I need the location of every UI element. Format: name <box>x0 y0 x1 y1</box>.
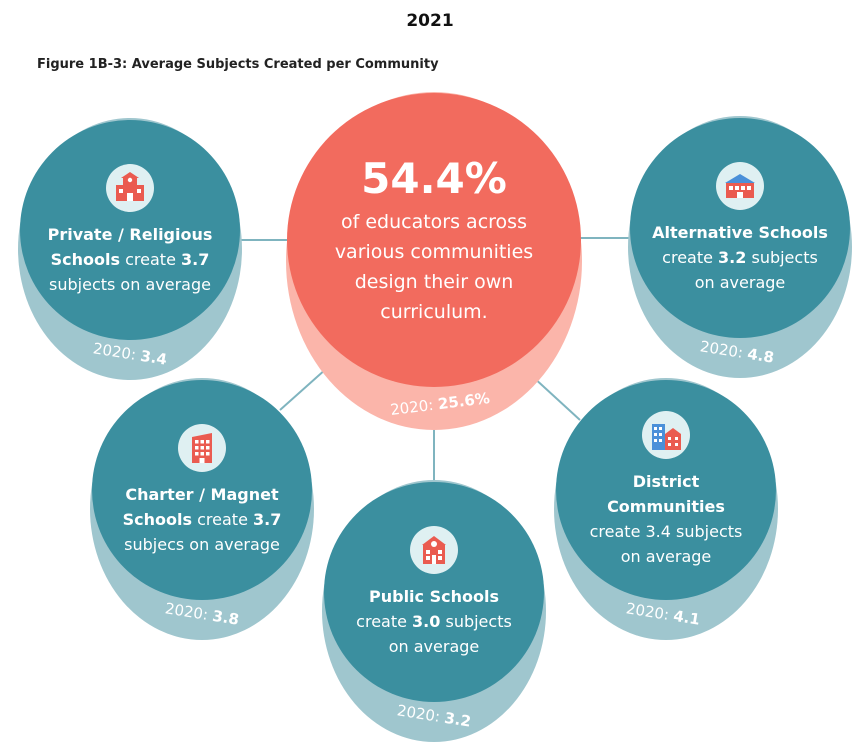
alternative-label: Alternative Schools create 3.2 subjects … <box>652 222 828 292</box>
charter-label: Charter / Magnet Schools create 3.7 subj… <box>122 484 282 554</box>
school-building-icon <box>106 163 154 212</box>
district-communities-node: District Communities create 3.4 subjects… <box>554 378 778 640</box>
apartment-building-icon <box>178 423 226 472</box>
alternative-disc: Alternative Schools create 3.2 subjects … <box>630 118 850 338</box>
city-buildings-icon <box>642 411 690 459</box>
center-node: 54.4% of educators across various commun… <box>286 92 582 430</box>
private-schools-node: Private / Religious Schools create 3.7 s… <box>18 118 242 380</box>
center-disc: 54.4% of educators across various commun… <box>287 93 581 387</box>
center-percentage: 54.4% <box>361 154 507 203</box>
charter-disc: Charter / Magnet Schools create 3.7 subj… <box>92 380 312 600</box>
year-heading: 2021 <box>406 11 454 31</box>
district-label: District Communities create 3.4 subjects… <box>589 472 743 566</box>
alternative-schools-node: Alternative Schools create 3.2 subjects … <box>628 116 852 378</box>
public-schools-node: Public Schools create 3.0 subjects on av… <box>322 480 546 742</box>
charter-schools-node: Charter / Magnet Schools create 3.7 subj… <box>90 378 314 640</box>
private-disc: Private / Religious Schools create 3.7 s… <box>20 120 240 340</box>
private-label: Private / Religious Schools create 3.7 s… <box>47 224 213 294</box>
center-description: of educators across various communities … <box>334 211 534 323</box>
schoolhouse-icon <box>716 161 764 210</box>
public-school-icon <box>410 525 458 574</box>
public-label: Public Schools create 3.0 subjects on av… <box>356 586 512 656</box>
public-disc: Public Schools create 3.0 subjects on av… <box>324 482 544 702</box>
figure-title: Figure 1B-3: Average Subjects Created pe… <box>37 57 439 72</box>
district-disc: District Communities create 3.4 subjects… <box>556 380 776 600</box>
